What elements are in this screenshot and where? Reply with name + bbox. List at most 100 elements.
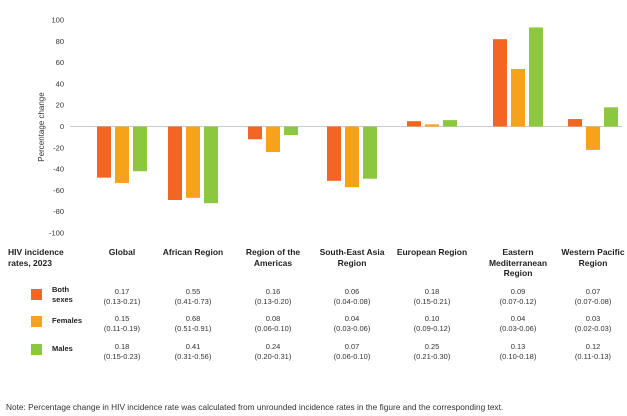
column-header: Region of the Americas bbox=[245, 247, 301, 268]
y-tick-label: 100 bbox=[51, 16, 64, 25]
legend-label: Males bbox=[52, 344, 73, 353]
table-cell: 0.03 (0.02-0.03) bbox=[558, 314, 627, 334]
cell-value: 0.17 bbox=[114, 287, 130, 296]
cell-value: 0.15 bbox=[114, 314, 130, 323]
legend-swatch bbox=[31, 289, 42, 300]
cell-value: 0.18 bbox=[114, 342, 130, 351]
table-cell: 0.13 (0.10-0.18) bbox=[483, 342, 553, 362]
y-axis-label: Percentage change bbox=[37, 92, 46, 162]
bar-both-sexes bbox=[407, 121, 421, 127]
cell-range: (0.13-0.21) bbox=[103, 297, 141, 306]
table-cell: 0.10 (0.09-0.12) bbox=[397, 314, 467, 334]
cell-value: 0.03 bbox=[585, 314, 601, 323]
cell-range: (0.51-0.91) bbox=[174, 324, 212, 333]
table-cell: 0.25 (0.21-0.30) bbox=[397, 342, 467, 362]
legend-label: Both sexes bbox=[52, 285, 73, 304]
cell-value: 0.13 bbox=[510, 342, 526, 351]
table-cell: 0.12 (0.11-0.13) bbox=[558, 342, 627, 362]
table-cell: 0.18 (0.15-0.23) bbox=[87, 342, 157, 362]
bar-both-sexes bbox=[327, 126, 341, 181]
bar-males bbox=[529, 27, 543, 127]
table-cell: 0.17 (0.13-0.21) bbox=[87, 287, 157, 307]
bar-females bbox=[425, 124, 439, 127]
cell-range: (0.31-0.56) bbox=[174, 352, 212, 361]
table-cell: 0.07 (0.07-0.08) bbox=[558, 287, 627, 307]
bar-both-sexes bbox=[97, 126, 111, 178]
bar-both-sexes bbox=[493, 39, 507, 127]
cell-range: (0.15-0.21) bbox=[413, 297, 451, 306]
cell-value: 0.24 bbox=[265, 342, 281, 351]
y-tick-label: 80 bbox=[56, 37, 64, 46]
bar-males bbox=[443, 120, 457, 127]
cell-value: 0.09 bbox=[510, 287, 526, 296]
table-cell: 0.07 (0.06-0.10) bbox=[317, 342, 387, 362]
y-tick-label: -40 bbox=[53, 165, 64, 174]
bar-males bbox=[133, 126, 147, 172]
column-header: Eastern Mediterranean Region bbox=[488, 247, 548, 278]
bar-both-sexes bbox=[168, 126, 182, 200]
bars bbox=[97, 27, 618, 204]
cell-value: 0.41 bbox=[185, 342, 201, 351]
cell-range: (0.03-0.06) bbox=[499, 324, 537, 333]
y-axis: 100 80 60 40 20 0 -20 -40 -60 -80 -100 bbox=[49, 16, 64, 238]
column-header: Western Pacific Region bbox=[561, 247, 625, 268]
footnote: Note: Percentage change in HIV incidence… bbox=[6, 402, 504, 412]
cell-range: (0.11-0.13) bbox=[574, 352, 612, 361]
cell-range: (0.04-0.08) bbox=[333, 297, 371, 306]
cell-value: 0.55 bbox=[185, 287, 201, 296]
cell-value: 0.04 bbox=[344, 314, 360, 323]
cell-value: 0.06 bbox=[344, 287, 360, 296]
table-cell: 0.08 (0.06-0.10) bbox=[238, 314, 308, 334]
table-header: HIV incidence rates, 2023 bbox=[8, 247, 64, 268]
cell-value: 0.10 bbox=[424, 314, 440, 323]
cell-range: (0.11-0.19) bbox=[103, 324, 141, 333]
cell-value: 0.04 bbox=[510, 314, 526, 323]
bar-males bbox=[363, 126, 377, 179]
cell-range: (0.07-0.12) bbox=[499, 297, 537, 306]
y-tick-label: 0 bbox=[60, 122, 64, 131]
cell-range: (0.10-0.18) bbox=[499, 352, 537, 361]
cell-range: (0.02-0.03) bbox=[574, 324, 612, 333]
cell-value: 0.16 bbox=[265, 287, 281, 296]
table-cell: 0.16 (0.13-0.20) bbox=[238, 287, 308, 307]
table-cell: 0.15 (0.11-0.19) bbox=[87, 314, 157, 334]
y-tick-label: -20 bbox=[53, 143, 64, 152]
legend-swatch bbox=[31, 316, 42, 327]
cell-value: 0.07 bbox=[585, 287, 601, 296]
bar-females bbox=[511, 68, 525, 127]
table-cell: 0.68 (0.51-0.91) bbox=[158, 314, 228, 334]
cell-range: (0.03-0.06) bbox=[333, 324, 371, 333]
table-cell: 0.41 (0.31-0.56) bbox=[158, 342, 228, 362]
cell-value: 0.68 bbox=[185, 314, 201, 323]
bar-chart: Percentage change 100 80 60 40 20 0 -20 -40 -60 -… bbox=[37, 16, 622, 238]
column-header: Global bbox=[108, 247, 136, 257]
bar-both-sexes bbox=[248, 126, 262, 140]
cell-range: (0.21-0.30) bbox=[413, 352, 451, 361]
legend-swatch bbox=[31, 344, 42, 355]
y-tick-label: -60 bbox=[53, 186, 64, 195]
bar-females bbox=[586, 126, 600, 150]
bar-both-sexes bbox=[568, 119, 582, 127]
cell-range: (0.07-0.08) bbox=[574, 297, 612, 306]
cell-value: 0.18 bbox=[424, 287, 440, 296]
y-tick-label: -100 bbox=[49, 229, 64, 238]
bar-males bbox=[284, 126, 298, 136]
cell-value: 0.07 bbox=[344, 342, 360, 351]
bar-males bbox=[604, 107, 618, 127]
cell-value: 0.08 bbox=[265, 314, 281, 323]
cell-value: 0.12 bbox=[585, 342, 601, 351]
cell-range: (0.41-0.73) bbox=[174, 297, 212, 306]
bar-females bbox=[186, 126, 200, 198]
table-cell: 0.04 (0.03-0.06) bbox=[317, 314, 387, 334]
cell-range: (0.15-0.23) bbox=[103, 352, 141, 361]
bar-males bbox=[204, 126, 218, 204]
bar-females bbox=[266, 126, 280, 153]
y-tick-label: 40 bbox=[56, 79, 64, 88]
table-cell: 0.55 (0.41-0.73) bbox=[158, 287, 228, 307]
cell-range: (0.06-0.10) bbox=[333, 352, 371, 361]
table-cell: 0.18 (0.15-0.21) bbox=[397, 287, 467, 307]
table-cell: 0.09 (0.07-0.12) bbox=[483, 287, 553, 307]
cell-range: (0.20-0.31) bbox=[254, 352, 292, 361]
legend-label: Females bbox=[52, 316, 83, 325]
y-tick-label: -80 bbox=[53, 207, 64, 216]
